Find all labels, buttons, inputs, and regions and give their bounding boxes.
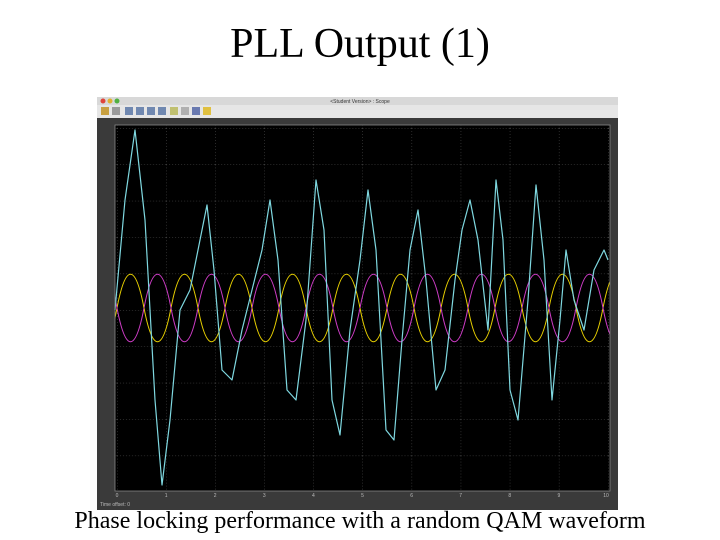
x-tick-label: 2 — [214, 493, 217, 499]
x-tick-label: 5 — [361, 493, 364, 499]
title-bar — [97, 97, 618, 105]
x-tick-label: 8 — [508, 493, 511, 499]
time-offset: Time offset: 0 — [100, 502, 130, 508]
x-tick-label: 1 — [165, 493, 168, 499]
x-tick-label: 9 — [558, 493, 561, 499]
toolbar — [97, 105, 618, 118]
locked-wave — [115, 268, 610, 348]
plot-border — [114, 124, 611, 492]
x-tick-label: 10 — [603, 493, 609, 499]
x-tick-label: 0 — [116, 493, 119, 499]
zoom-button[interactable] — [114, 98, 120, 104]
x-tick-label: 4 — [312, 493, 315, 499]
slide-title: PLL Output (1) — [230, 21, 490, 67]
qam-wave — [114, 129, 609, 486]
minimize-button[interactable] — [107, 98, 113, 104]
x-tick-label: 3 — [263, 493, 266, 499]
close-button[interactable] — [100, 98, 106, 104]
toolbar-icons[interactable] — [101, 107, 211, 115]
x-tick-label: 6 — [410, 493, 413, 499]
slide-caption: Phase locking performance with a random … — [74, 508, 646, 534]
window-title: <Student Version> : Scope — [330, 99, 390, 105]
x-tick-label: 7 — [459, 493, 462, 499]
